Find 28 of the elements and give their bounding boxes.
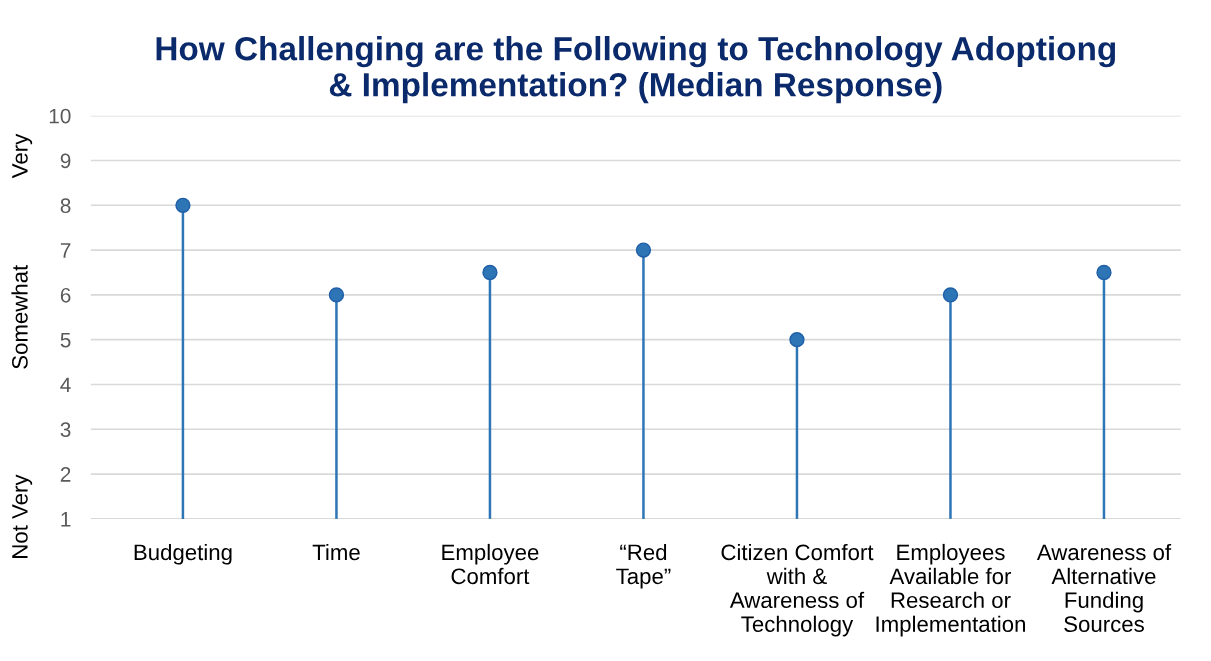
y-tick-label: 5 (60, 332, 71, 348)
text: Somewhat (11, 264, 28, 369)
y-tick-label: 8 (60, 198, 71, 214)
y-tick-label: 2 (60, 467, 71, 482)
y-tick-label: 7 (60, 243, 71, 258)
text: Not Very (12, 474, 33, 558)
y-tick-label: 1 (61, 512, 71, 527)
x-tick-label: Time (312, 543, 360, 561)
point (328, 287, 345, 303)
y-tick-label: 9 (60, 153, 71, 169)
y-tick-label: 4 (60, 377, 71, 393)
y-tick-label: 3 (60, 422, 71, 438)
point (635, 242, 652, 258)
point (1096, 264, 1112, 281)
y-tick-label: 6 (60, 287, 71, 303)
x-tick-label: Awareness of Alternative Funding Sources (1036, 543, 1172, 633)
x-tick-label: “Red Tape” (616, 543, 671, 589)
point (175, 197, 191, 213)
y-tick-label: 10 (49, 108, 71, 124)
point (482, 264, 498, 281)
point (789, 332, 805, 348)
text: Very (12, 133, 33, 179)
point (942, 287, 959, 303)
x-tick-label: Citizen Comfort with & Awareness of Technology (721, 543, 874, 637)
chart-title: How Challenging are the Following to Technology Adoptiong & Implementation? (Median Response) (156, 36, 1116, 104)
x-tick-label: Employee Comfort (442, 543, 539, 585)
x-tick-label: Budgeting (134, 543, 232, 565)
x-tick-label: Employees Available for Research or Implementation (876, 543, 1025, 637)
